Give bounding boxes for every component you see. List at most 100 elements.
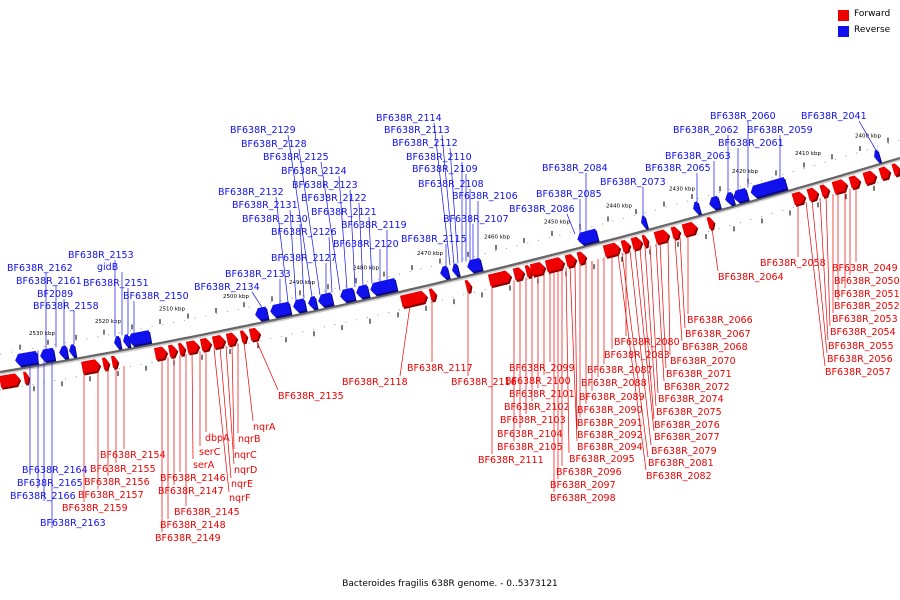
tick-label: 2440 kbp (606, 204, 632, 210)
gene-body (602, 242, 620, 258)
reverse-gene-label: BF638R_2085 (536, 189, 602, 200)
forward-label-connector (191, 352, 194, 460)
reverse-gene-label: BF638R_2059 (747, 125, 813, 136)
forward-gene (185, 340, 201, 356)
gene-body (819, 184, 829, 198)
forward-label-connector (644, 246, 657, 407)
reverse-gene-label: BF638R_2163 (40, 518, 106, 529)
forward-gene-label: BF638R_2148 (160, 520, 226, 531)
forward-gene (464, 279, 473, 294)
tick-label: 2470 kbp (417, 251, 443, 257)
reverse-gene (356, 284, 371, 300)
forward-gene-label: BF638R_2058 (760, 258, 826, 269)
forward-gene-label: nqrC (234, 450, 257, 461)
reverse-gene-label: BF638R_2061 (718, 138, 784, 149)
reverse-label-connector (338, 175, 348, 290)
forward-gene (110, 355, 120, 370)
forward-gene (101, 357, 111, 372)
forward-label-connector (243, 342, 254, 422)
reverse-gene-label: BF638R_2129 (230, 125, 296, 136)
reverse-gene (467, 257, 484, 274)
reverse-label-connector (349, 189, 356, 288)
gene-body (467, 257, 483, 272)
forward-gene (81, 359, 102, 376)
gene-body (255, 306, 269, 320)
reverse-gene-label: BF2089 (37, 289, 73, 300)
gene-body (239, 330, 247, 343)
forward-gene-label: BF638R_2083 (604, 350, 670, 361)
gene-body (706, 216, 714, 230)
gene-body (199, 337, 211, 351)
forward-gene-label: BF638R_2081 (648, 458, 714, 469)
forward-gene-label: BF638R_2105 (497, 442, 563, 453)
gene-body (750, 177, 787, 198)
forward-gene (225, 332, 239, 348)
reverse-gene (733, 187, 750, 204)
forward-label-connector (649, 245, 659, 394)
forward-gene (0, 373, 22, 390)
forward-gene (862, 170, 878, 187)
reverse-gene-label: BF638R_2062 (673, 125, 739, 136)
reverse-gene (255, 306, 270, 322)
gene-body (114, 335, 122, 349)
forward-gene-label: BF638R_2157 (78, 490, 144, 501)
reverse-gene-label: BF638R_2150 (123, 291, 189, 302)
gene-body (733, 187, 749, 203)
reverse-gene-label: BF638R_2128 (241, 139, 307, 150)
gene-body (293, 298, 307, 312)
forward-label-connector (621, 252, 649, 458)
forward-gene-label: BF638R_2074 (658, 394, 724, 405)
forward-gene-label: BF638R_2089 (579, 392, 645, 403)
reverse-gene (452, 263, 461, 278)
tick-label: 2430 kbp (669, 187, 695, 193)
forward-gene-label: BF638R_2146 (160, 473, 226, 484)
gene-body (370, 278, 398, 295)
forward-gene (878, 166, 892, 182)
gene-body (670, 226, 680, 240)
forward-gene-label: BF638R_2050 (834, 276, 900, 287)
reverse-gene (69, 344, 78, 359)
gene-body (862, 170, 876, 185)
forward-label-connector (231, 344, 235, 450)
forward-gene (848, 175, 862, 191)
reverse-gene (750, 177, 789, 199)
forward-gene-label: BF638R_2095 (569, 454, 635, 465)
forward-gene (564, 254, 578, 269)
forward-gene-label: BF638R_2090 (577, 405, 643, 416)
reverse-gene-label: BF638R_2132 (218, 187, 284, 198)
forward-gene-label: nqrB (238, 434, 260, 445)
forward-gene (891, 163, 900, 178)
forward-gene (819, 184, 831, 199)
gene-body (512, 267, 524, 281)
forward-label-connector (674, 238, 683, 342)
forward-gene (653, 229, 671, 246)
gene-body (167, 344, 177, 358)
reverse-gene (874, 149, 883, 164)
gene-body (40, 347, 55, 362)
forward-gene-label: BF638R_2111 (478, 455, 544, 466)
reverse-label-connector (299, 223, 305, 299)
reverse-gene-label: BF638R_2165 (17, 478, 83, 489)
reverse-label-connector (275, 196, 289, 302)
tick-label: 2480 kbp (353, 266, 379, 272)
forward-label-connector (574, 265, 578, 430)
forward-label-connector (659, 242, 667, 369)
forward-gene-label: BF638R_2145 (174, 507, 240, 518)
tick-label: 2520 kbp (95, 319, 121, 325)
gene-body (874, 149, 881, 162)
gene-body (487, 270, 511, 287)
forward-gene-label: BF638R_2098 (550, 493, 616, 504)
gene-body (831, 179, 847, 194)
forward-gene-label: BF638R_2117 (407, 363, 473, 374)
genome-caption: Bacteroides fragilis 638R genome. - 0..5… (342, 579, 558, 589)
forward-gene-label: BF638R_2064 (718, 272, 784, 283)
forward-gene-label: BF638R_2154 (100, 450, 166, 461)
reverse-gene-label: BF638R_2162 (7, 263, 73, 274)
forward-gene (544, 257, 566, 274)
reverse-gene-label: BF638R_2133 (225, 269, 291, 280)
forward-gene (806, 187, 820, 203)
forward-gene-label: BF638R_2102 (504, 402, 570, 413)
forward-gene (670, 226, 682, 241)
gene-body (524, 264, 532, 278)
